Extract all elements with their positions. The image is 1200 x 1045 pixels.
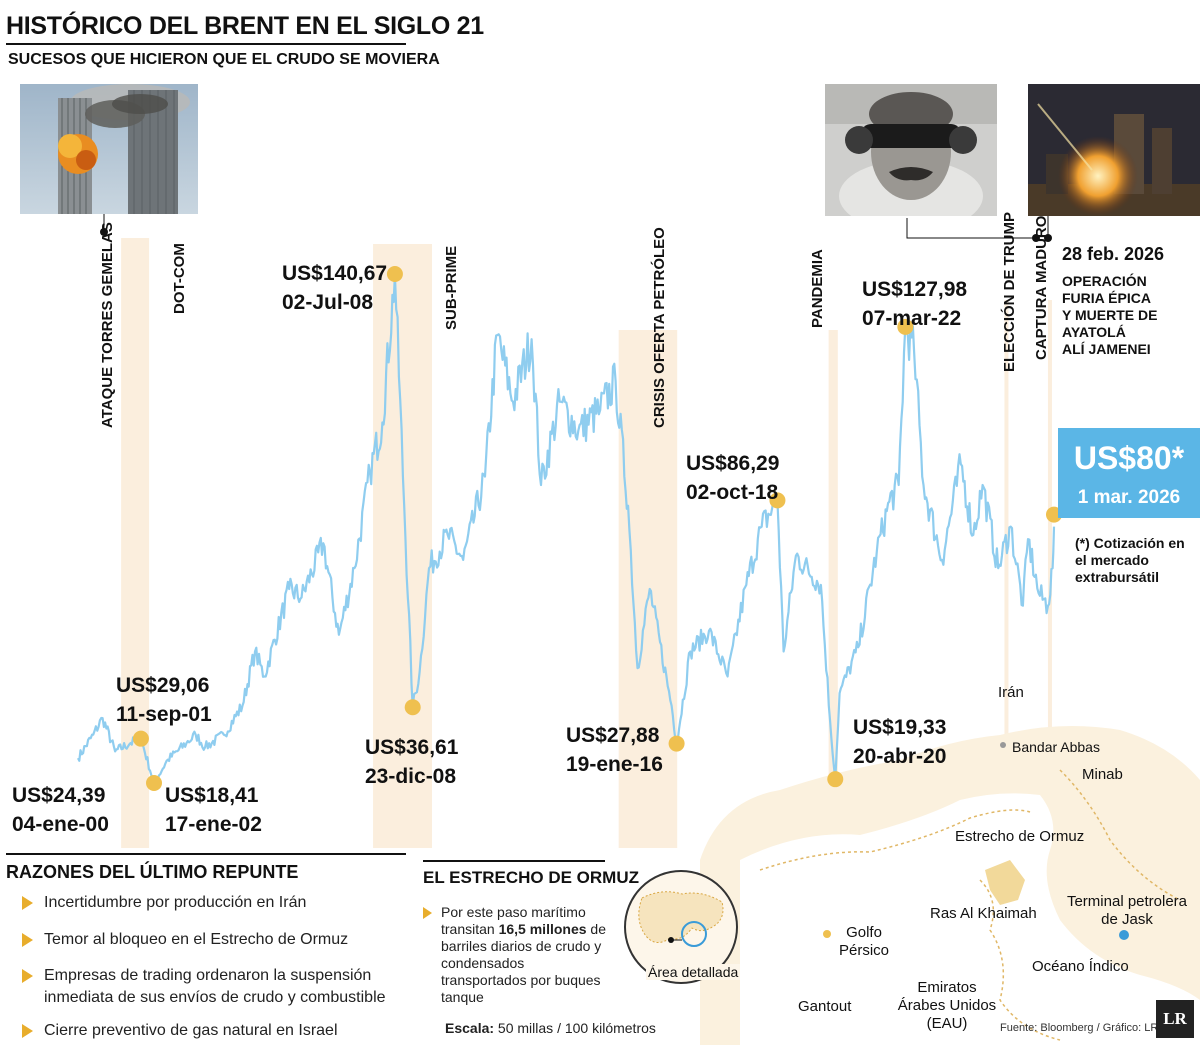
page-subtitle: SUCESOS QUE HICIERON QUE EL CRUDO SE MOV… — [8, 51, 440, 68]
map-label-terminal: Terminal petrolera de Jask — [1066, 893, 1188, 928]
inset-globe — [622, 868, 740, 986]
annotation-date: 04-ene-00 — [12, 813, 109, 836]
map-terminal-dot — [1119, 930, 1129, 940]
annotation-date: 17-ene-02 — [165, 813, 262, 836]
title-rule — [6, 43, 406, 45]
reason-item: Temor al bloqueo en el Estrecho de Ormuz — [22, 929, 402, 951]
map-label-ras: Ras Al Khaimah — [930, 905, 1037, 922]
price-marker — [668, 735, 685, 752]
reason-item: Incertidumbre por producción en Irán — [22, 892, 402, 914]
attack-photo — [1028, 84, 1200, 216]
map-label-iran: Irán — [998, 684, 1024, 701]
bullet-icon — [22, 969, 33, 983]
event-label-dotcom: DOT-COM — [171, 243, 188, 314]
annotation-value: US$36,61 — [365, 736, 459, 759]
leader-dot — [1044, 234, 1052, 242]
annotation-date: 20-abr-20 — [853, 745, 946, 768]
recent-event-line: AYATOLÁ — [1062, 324, 1126, 340]
event-label-trump: ELECCIÓN DE TRUMP — [1000, 212, 1018, 372]
ormuz-title: EL ESTRECHO DE ORMUZ — [423, 868, 639, 887]
map-peninsula — [985, 860, 1025, 905]
map-label-golfo: Golfo Pérsico — [838, 924, 890, 959]
recent-event-line: ALÍ JAMENEI — [1062, 341, 1151, 357]
map-label-bandar: Bandar Abbas — [1012, 739, 1100, 755]
map-coast — [759, 809, 1031, 871]
annotation-date: 23-dic-08 — [365, 765, 456, 788]
map-city-dot — [1000, 742, 1006, 748]
twin-towers-photo — [20, 84, 198, 214]
annotation-date: 19-ene-16 — [566, 753, 663, 776]
lr-logo: LR — [1156, 1000, 1194, 1038]
price-marker — [386, 266, 403, 282]
annotation-value: US$127,98 — [862, 278, 967, 301]
annotation-date: 11-sep-01 — [116, 703, 212, 726]
map-label-estrecho: Estrecho de Ormuz — [955, 828, 1085, 845]
source-credit: Fuente: Bloomberg / Gráfico: LR-AA — [1000, 1022, 1177, 1034]
map-island-dot — [823, 930, 831, 938]
event-label-subprime: SUB-PRIME — [443, 246, 460, 330]
bullet-icon — [22, 1024, 33, 1038]
recent-event-line: FURIA ÉPICA — [1062, 290, 1151, 306]
event-band — [828, 330, 838, 848]
page-title: HISTÓRICO DEL BRENT EN EL SIGLO 21 — [6, 12, 484, 40]
annotation-value: US$19,33 — [853, 716, 946, 739]
current-price-box: US$80* 1 mar. 2026 — [1058, 428, 1200, 518]
map-label-eau: Emiratos Árabes Unidos (EAU) — [897, 979, 997, 1032]
price-marker — [897, 318, 914, 335]
reason-item: Cierre preventivo de gas natural en Isra… — [22, 1020, 402, 1042]
brent-price-line — [77, 272, 1056, 785]
bullet-icon — [22, 933, 33, 947]
leader-dot — [1032, 234, 1040, 242]
map-label-oceano: Océano Índico — [1032, 958, 1129, 975]
inset-label: Área detallada — [646, 964, 741, 980]
map-sea — [740, 793, 1200, 1045]
leader-dot — [100, 228, 108, 236]
map-coast — [1059, 769, 1181, 901]
maduro-photo — [825, 84, 997, 216]
map-label-minab: Minab — [1082, 766, 1123, 783]
recent-event-date: 28 feb. 2026 — [1062, 244, 1165, 264]
price-marker — [827, 771, 844, 788]
annotation-date: 02-oct-18 — [686, 481, 779, 504]
reason-item: Empresas de trading ordenaron la suspens… — [22, 965, 392, 1009]
map-coast — [979, 879, 1061, 1041]
recent-event-description: OPERACIÓN FURIA ÉPICA Y MUERTE DE AYATOL… — [1062, 273, 1157, 358]
event-band — [1047, 300, 1052, 848]
event-label-ataque: ATAQUE TORRES GEMELAS — [99, 222, 116, 428]
current-price-value: US$80* — [1073, 440, 1185, 476]
reasons-rule — [6, 853, 406, 855]
annotation-date: 02-Jul-08 — [282, 291, 373, 314]
recent-event-line: Y MUERTE DE — [1062, 307, 1158, 323]
event-band — [618, 330, 678, 848]
event-label-crisis: CRISIS OFERTA PETRÓLEO — [650, 227, 668, 428]
price-marker — [769, 492, 786, 509]
annotation-date: 07-mar-22 — [862, 307, 961, 330]
annotation-value: US$24,39 — [12, 784, 105, 807]
recent-event-line: OPERACIÓN — [1062, 273, 1147, 289]
current-price-note: (*) Cotización en el mercado extrabursát… — [1075, 535, 1185, 585]
map-scale: Escala: 50 millas / 100 kilómetros — [445, 1020, 656, 1036]
map-label-gantout: Gantout — [798, 998, 852, 1015]
bullet-icon — [22, 896, 33, 910]
reasons-title: RAZONES DEL ÚLTIMO REPUNTE — [6, 862, 299, 882]
bullet-icon — [423, 907, 432, 919]
current-price-date: 1 mar. 2026 — [1077, 487, 1181, 508]
event-label-maduro: CAPTURA MADURO — [1033, 215, 1050, 360]
annotation-value: US$29,06 — [116, 674, 209, 697]
price-marker — [146, 775, 163, 791]
annotation-value: US$86,29 — [686, 452, 779, 475]
ormuz-rule — [423, 860, 605, 862]
annotation-value: US$27,88 — [566, 724, 660, 747]
annotation-value: US$18,41 — [165, 784, 259, 807]
event-band — [373, 244, 433, 848]
price-marker — [404, 699, 421, 716]
event-band — [1004, 300, 1009, 848]
annotation-value: US$140,67 — [282, 262, 387, 285]
event-label-pandemia: PANDEMIA — [809, 249, 826, 328]
leader-line — [906, 218, 1036, 239]
ormuz-description: Por este paso marítimo transitan 16,5 mi… — [423, 904, 611, 1006]
price-marker — [132, 730, 149, 747]
